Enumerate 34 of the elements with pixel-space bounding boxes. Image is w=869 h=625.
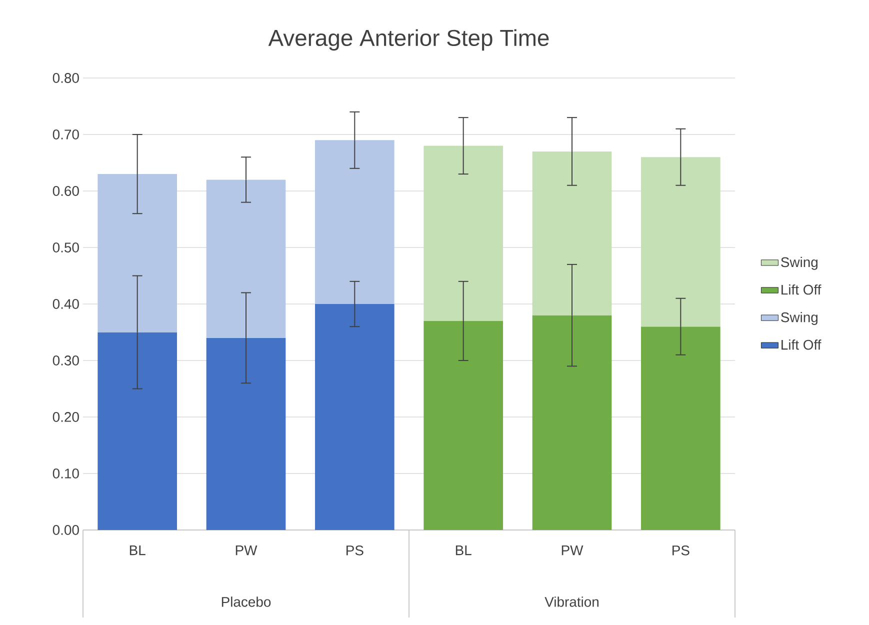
bar	[424, 320, 503, 530]
x-tick-label: BL	[130, 545, 146, 556]
legend-label: Lift Off	[782, 284, 822, 295]
bar	[315, 304, 394, 530]
x-tick-label: BL	[456, 545, 472, 556]
bar	[315, 140, 394, 304]
text: Vibration	[544, 596, 598, 607]
y-tick-label: 0.60	[52, 186, 79, 196]
x-tick-label: PS	[346, 545, 364, 556]
bar	[206, 338, 286, 530]
y-tick-label: 0.10	[52, 468, 79, 478]
bar	[641, 157, 720, 327]
legend-label: Swing	[781, 312, 818, 325]
bar	[532, 315, 612, 530]
x-tick-label: PW	[562, 545, 584, 556]
text: Placebo	[222, 596, 271, 607]
bar	[641, 326, 720, 530]
legend-label: Swing	[781, 256, 818, 270]
x-tick-label: PS	[672, 545, 690, 556]
y-tick-label: 0.40	[52, 299, 79, 309]
y-tick-label: 0.50	[52, 242, 79, 252]
y-tick-label: 0.30	[52, 356, 79, 366]
bar	[206, 180, 286, 338]
legend-label: Lift Off	[782, 340, 822, 350]
y-tick-label: 0.80	[52, 73, 79, 83]
bar	[98, 332, 177, 530]
y-tick-label: 0.00	[52, 525, 79, 535]
bar	[98, 174, 177, 332]
bar	[424, 146, 503, 321]
chart-title: Average Anterior Step Time	[268, 29, 549, 51]
bar	[532, 151, 612, 316]
y-tick-label: 0.20	[52, 412, 79, 422]
x-tick-label: PW	[236, 545, 258, 556]
y-tick-label: 0.70	[52, 130, 79, 140]
